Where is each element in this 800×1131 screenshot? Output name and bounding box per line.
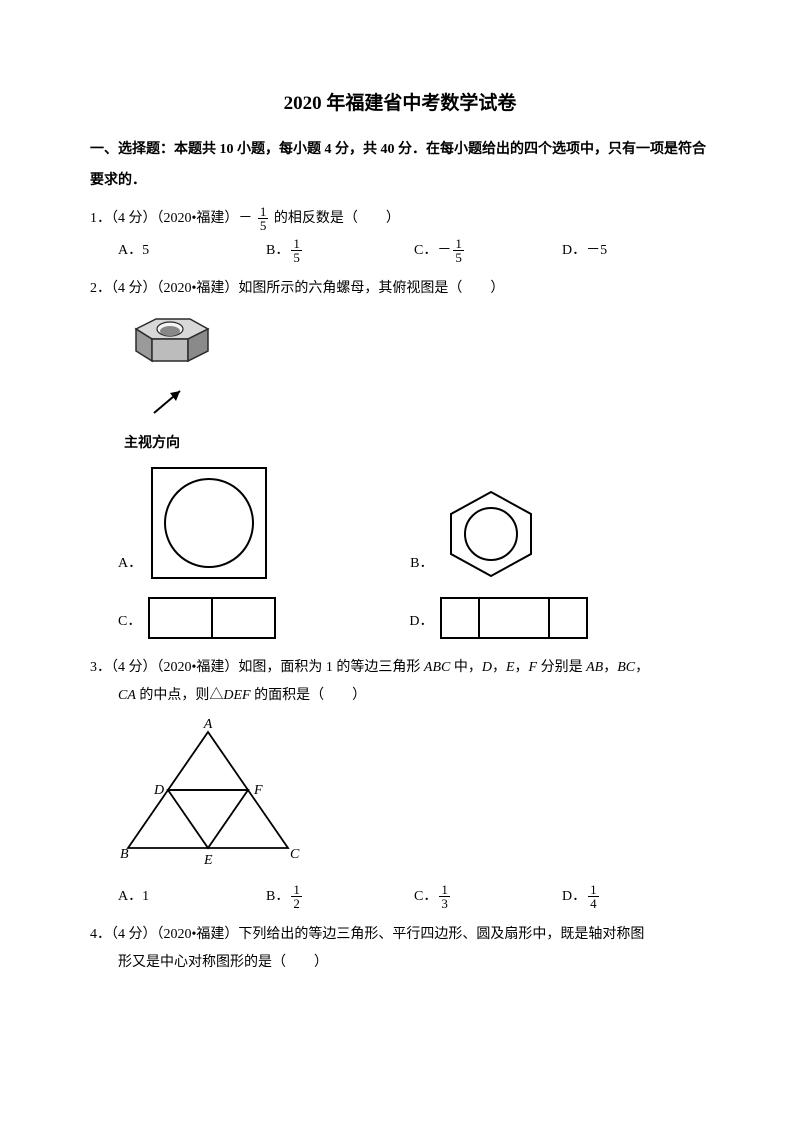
q3-option-c: C． 1 3: [414, 883, 562, 911]
q1-option-d: D．－5: [562, 237, 710, 265]
svg-text:F: F: [253, 783, 263, 798]
q3-options: A．1 B． 1 2 C． 1 3 D． 1 4: [90, 883, 710, 911]
q4-text-line2: 形又是中心对称图形的是（ ）: [90, 949, 710, 977]
q2-option-a-icon: [148, 464, 270, 582]
q2-option-a: A．: [118, 464, 270, 582]
question-4: 4．（4 分）（2020•福建）下列给出的等边三角形、平行四边形、圆及扇形中，既…: [90, 921, 710, 977]
q2-option-c-icon: [147, 596, 277, 640]
q4-text-line1: 4．（4 分）（2020•福建）下列给出的等边三角形、平行四边形、圆及扇形中，既…: [90, 921, 710, 949]
q1-options: A．5 B． 1 5 C．－ 1 5 D．－5: [90, 237, 710, 265]
page-title: 2020 年福建省中考数学试卷: [90, 88, 710, 115]
q1-suffix: 的相反数是（ ）: [274, 211, 400, 226]
q2-option-d-icon: [439, 596, 589, 640]
view-direction-label: 主视方向: [124, 428, 710, 456]
triangle-def-icon: A B C D E F: [118, 718, 308, 868]
q3-option-d: D． 1 4: [562, 883, 710, 911]
q3-option-b: B． 1 2: [266, 883, 414, 911]
q3-figure: A B C D E F: [90, 718, 710, 879]
svg-text:D: D: [153, 783, 164, 798]
q2-option-c: C．: [118, 596, 277, 640]
q1-option-b: B． 1 5: [266, 237, 414, 265]
q1-fraction: 1 5: [258, 205, 269, 232]
q1-text: 1．（4 分）（2020•福建）－ 1 5 的相反数是（ ）: [90, 205, 710, 233]
q1-option-a: A．5: [118, 237, 266, 265]
svg-text:E: E: [203, 853, 213, 868]
q2-options: A． B． C．: [90, 464, 710, 640]
question-1: 1．（4 分）（2020•福建）－ 1 5 的相反数是（ ） A．5 B． 1 …: [90, 205, 710, 265]
svg-text:A: A: [203, 717, 213, 732]
q3-text: 3．（4 分）（2020•福建）如图，面积为 1 的等边三角形 ABC 中，D，…: [90, 654, 710, 682]
svg-text:C: C: [290, 847, 300, 862]
q3-text-line2: CA 的中点，则△DEF 的面积是（ ）: [90, 682, 710, 710]
svg-text:B: B: [120, 847, 129, 862]
q1-prefix: 1．（4 分）（2020•福建）－: [90, 211, 252, 226]
view-arrow-icon: [148, 385, 194, 419]
q2-text: 2．（4 分）（2020•福建）如图所示的六角螺母，其俯视图是（ ）: [90, 275, 710, 303]
q3-option-a: A．1: [118, 883, 266, 911]
q2-option-b-icon: [439, 486, 543, 582]
question-3: 3．（4 分）（2020•福建）如图，面积为 1 的等边三角形 ABC 中，D，…: [90, 654, 710, 911]
q2-options-row-2: C． D．: [118, 596, 710, 640]
section-1-heading: 一、选择题：本题共 10 小题，每小题 4 分，共 40 分．在每小题给出的四个…: [90, 135, 710, 197]
q2-option-d: D．: [409, 596, 589, 640]
q2-options-row-1: A． B．: [118, 464, 710, 582]
page: 2020 年福建省中考数学试卷 一、选择题：本题共 10 小题，每小题 4 分，…: [0, 0, 800, 1131]
q1-option-c: C．－ 1 5: [414, 237, 562, 265]
q2-figure: 主视方向: [90, 309, 710, 456]
hex-nut-icon: [118, 309, 218, 387]
question-2: 2．（4 分）（2020•福建）如图所示的六角螺母，其俯视图是（ ） 主视方向: [90, 275, 710, 640]
q2-option-b: B．: [410, 486, 543, 582]
